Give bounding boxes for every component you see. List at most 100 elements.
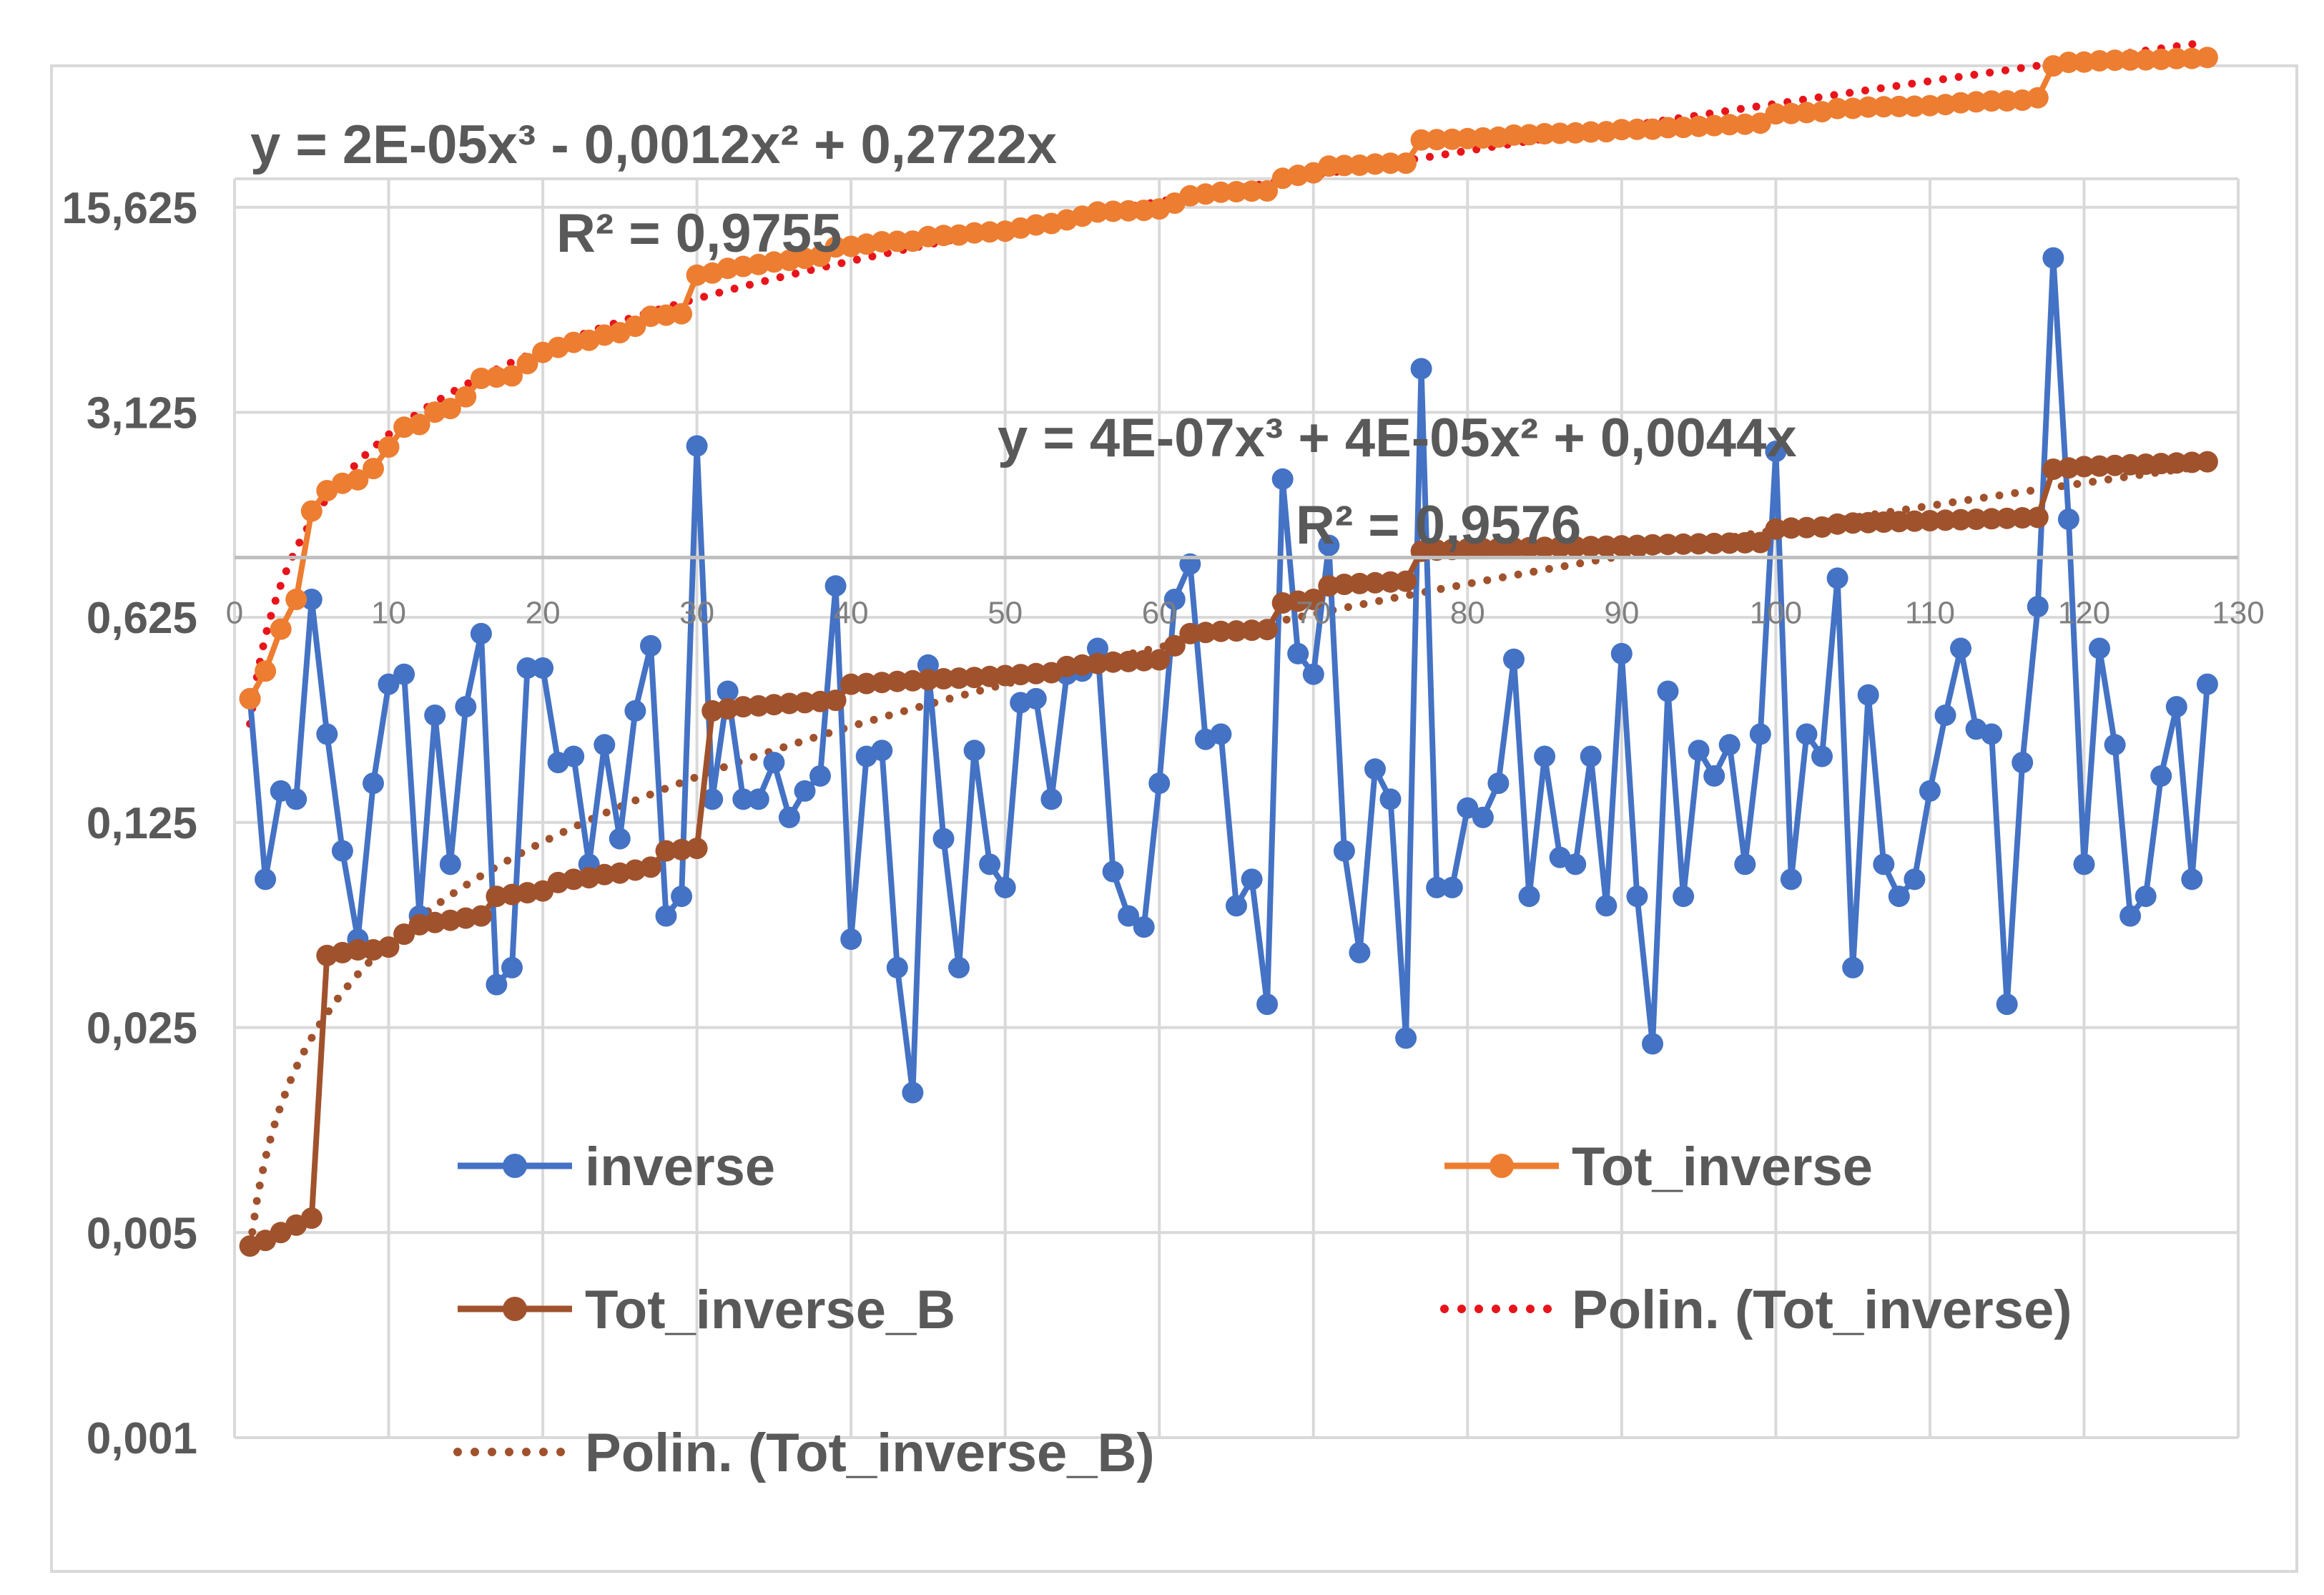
- point-tot-inverse-b-98: [1734, 531, 1756, 554]
- point-inverse-101: [1780, 868, 1802, 890]
- x-tick-label-1: 10: [371, 595, 406, 630]
- point-tot-inverse-3: [270, 618, 292, 640]
- point-tot-inverse-b-34: [747, 695, 769, 717]
- point-tot-inverse-b-33: [732, 696, 754, 718]
- point-tot-inverse-86: [1549, 122, 1571, 144]
- legend: inverse Tot_inverse Tot_inverse_B Polin. (T…: [453, 1137, 2072, 1483]
- point-tot-inverse-122: [2104, 49, 2126, 72]
- point-tot-inverse-b-80: [1457, 538, 1479, 560]
- point-inverse-67: [1256, 993, 1279, 1016]
- point-inverse-79: [1441, 876, 1463, 898]
- point-inverse-68: [1271, 468, 1294, 490]
- point-inverse-81: [1472, 806, 1494, 828]
- point-tot-inverse-b-44: [902, 669, 924, 692]
- point-inverse-97: [1718, 734, 1740, 756]
- point-tot-inverse-112: [1950, 92, 1971, 114]
- legend-marker-tot-inverse-b: [503, 1297, 527, 1321]
- legend-marker-tot-inverse: [1490, 1154, 1514, 1178]
- legend-label-polin-tot-inverse-b: Polin. (Tot_inverse_B): [585, 1423, 1155, 1483]
- point-inverse-80: [1457, 797, 1479, 819]
- point-inverse-9: [363, 772, 384, 795]
- point-inverse-49: [979, 853, 1001, 875]
- point-inverse-91: [1626, 885, 1648, 908]
- point-tot-inverse-100: [1765, 103, 1787, 125]
- point-tot-inverse-b-113: [1965, 509, 1987, 530]
- point-tot-inverse-b-52: [1025, 662, 1047, 684]
- point-tot-inverse-58: [1118, 200, 1140, 222]
- point-inverse-84: [1518, 885, 1540, 908]
- point-tot-inverse-66: [1241, 180, 1263, 202]
- point-tot-inverse-b-46: [932, 668, 955, 689]
- point-tot-inverse-b-128: [2196, 451, 2218, 473]
- legend-item-polin-tot-inverse-b: Polin. (Tot_inverse_B): [453, 1423, 1155, 1483]
- point-tot-inverse-b-37: [794, 692, 816, 714]
- x-tick-label-4: 40: [834, 595, 869, 630]
- point-inverse-4: [285, 788, 307, 810]
- point-tot-inverse-126: [2165, 47, 2187, 69]
- r-squared-tot-inverse-b: R² = 0,9576: [1296, 495, 1581, 556]
- point-tot-inverse-b-30: [686, 838, 708, 860]
- point-tot-inverse-76: [1395, 152, 1417, 175]
- point-tot-inverse-b-119: [2057, 457, 2079, 479]
- point-inverse-85: [1534, 745, 1556, 767]
- point-inverse-66: [1241, 868, 1263, 890]
- point-inverse-58: [1118, 905, 1140, 927]
- x-tick-label-2: 20: [526, 595, 561, 630]
- point-inverse-45: [917, 654, 939, 676]
- point-inverse-42: [871, 740, 893, 762]
- point-tot-inverse-106: [1857, 96, 1879, 118]
- point-tot-inverse-b-97: [1718, 532, 1740, 554]
- point-tot-inverse-84: [1518, 124, 1540, 146]
- point-inverse-37: [794, 780, 816, 802]
- point-tot-inverse-b-101: [1780, 517, 1802, 539]
- point-inverse-104: [1826, 567, 1848, 589]
- point-tot-inverse-26: [624, 315, 646, 338]
- point-tot-inverse-65: [1226, 181, 1247, 202]
- point-tot-inverse-b-35: [763, 694, 785, 716]
- point-inverse-27: [640, 634, 661, 657]
- point-tot-inverse-74: [1364, 153, 1386, 175]
- point-tot-inverse-71: [1318, 155, 1340, 177]
- x-tick-label-3: 30: [679, 595, 714, 630]
- point-tot-inverse-b-121: [2089, 455, 2110, 477]
- point-tot-inverse-b-78: [1426, 539, 1448, 561]
- point-inverse-22: [563, 745, 585, 767]
- point-tot-inverse-b-120: [2073, 456, 2095, 478]
- point-tot-inverse-b-66: [1241, 619, 1263, 642]
- point-inverse-34: [747, 788, 769, 810]
- point-inverse-88: [1580, 745, 1602, 767]
- point-tot-inverse-102: [1796, 102, 1818, 124]
- point-inverse-103: [1811, 745, 1833, 767]
- y-tick-label-0: 0,001: [87, 1414, 197, 1463]
- point-inverse-89: [1595, 895, 1618, 917]
- point-tot-inverse-b-125: [2150, 453, 2172, 475]
- point-tot-inverse-b-89: [1595, 535, 1618, 557]
- point-tot-inverse-110: [1919, 94, 1941, 117]
- x-tick-label-11: 110: [1905, 595, 1955, 630]
- point-tot-inverse-48: [963, 222, 985, 244]
- point-tot-inverse-73: [1349, 154, 1371, 176]
- point-tot-inverse-87: [1565, 122, 1587, 144]
- point-inverse-48: [963, 740, 985, 762]
- point-tot-inverse-b-114: [1981, 508, 2003, 530]
- point-tot-inverse-39: [824, 236, 847, 258]
- point-inverse-10: [378, 673, 400, 695]
- point-tot-inverse-b-40: [840, 673, 862, 695]
- point-tot-inverse-119: [2057, 51, 2079, 74]
- point-tot-inverse-b-62: [1179, 622, 1201, 644]
- point-tot-inverse-114: [1981, 90, 2003, 112]
- point-tot-inverse-b-92: [1642, 534, 1663, 556]
- point-inverse-108: [1888, 885, 1910, 908]
- point-tot-inverse-19: [516, 353, 538, 375]
- point-inverse-40: [840, 928, 862, 951]
- point-tot-inverse-b-27: [640, 856, 661, 878]
- point-inverse-96: [1703, 765, 1725, 787]
- point-tot-inverse-b-123: [2119, 453, 2142, 476]
- point-tot-inverse-117: [2027, 87, 2049, 109]
- annotations: y = 2E-05x³ - 0,0012x² + 0,2722x R² = 0,…: [250, 114, 1797, 556]
- point-tot-inverse-b-122: [2104, 454, 2126, 476]
- point-tot-inverse-28: [655, 304, 677, 326]
- point-inverse-122: [2104, 734, 2126, 756]
- point-tot-inverse-29: [671, 303, 693, 325]
- point-inverse-116: [2012, 752, 2034, 774]
